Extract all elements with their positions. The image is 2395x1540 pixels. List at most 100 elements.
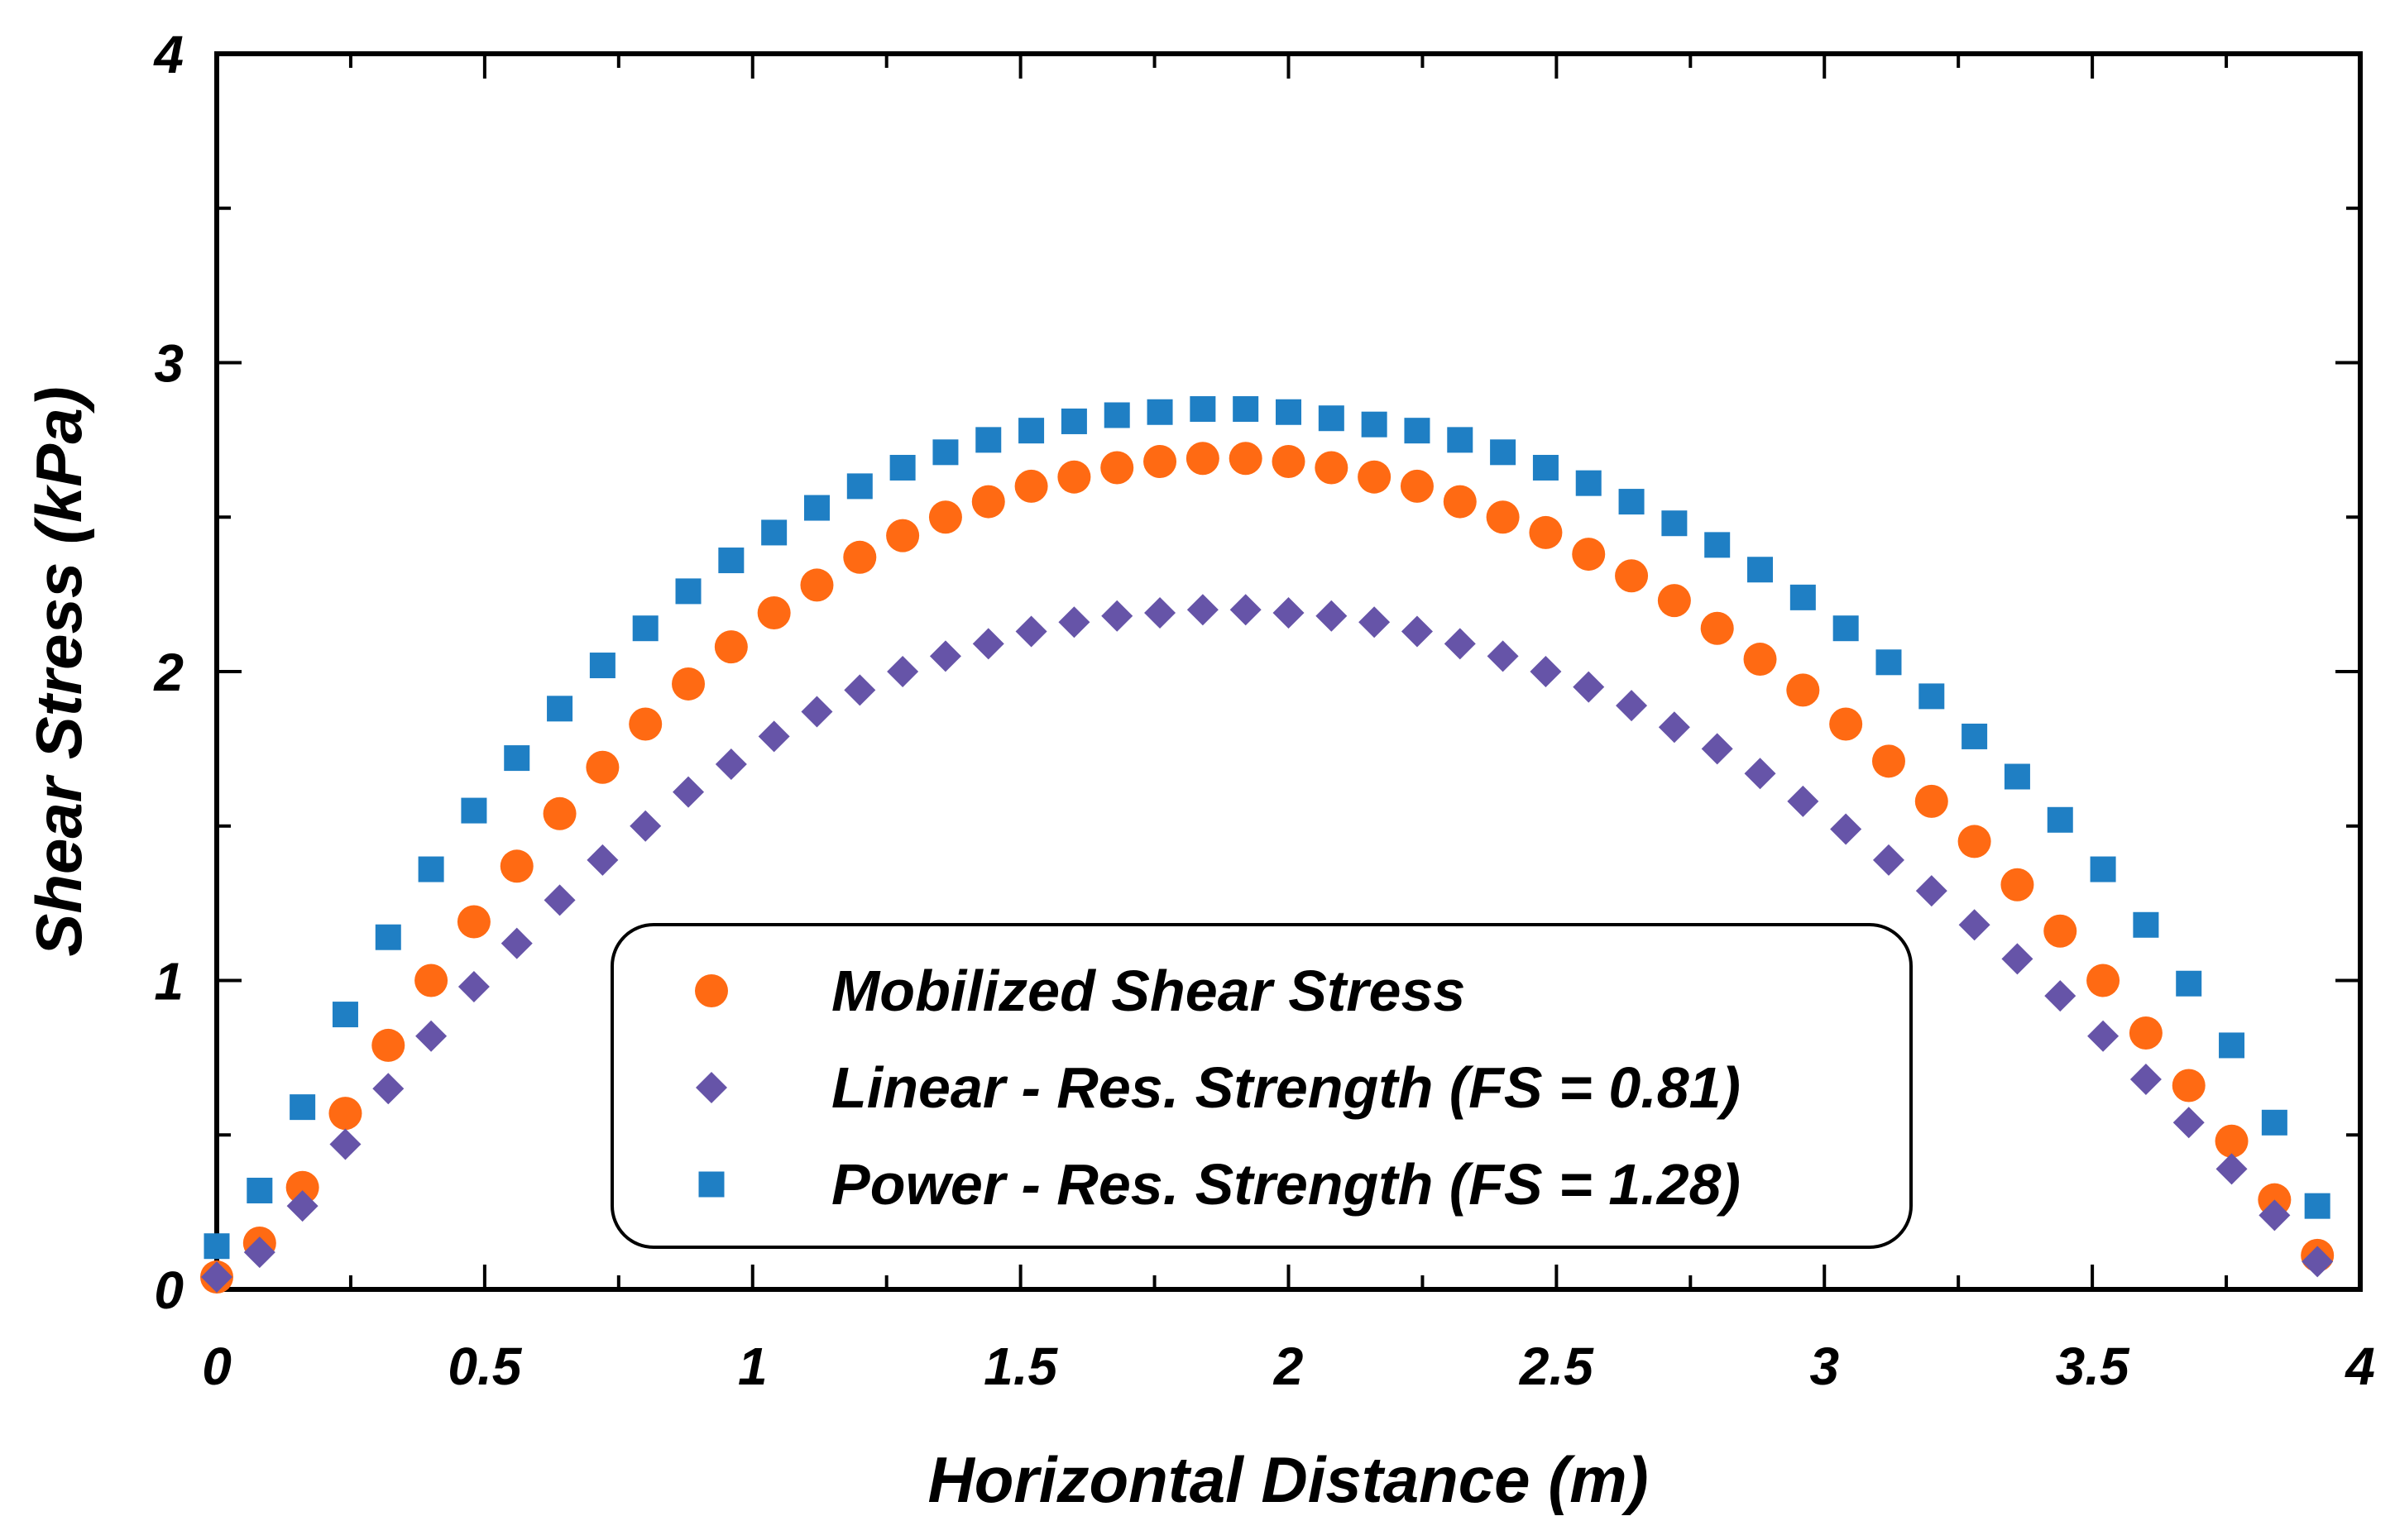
point-mobilized [500, 849, 534, 883]
point-mobilized [1957, 825, 1991, 858]
legend-markers [695, 974, 728, 1198]
point-power [375, 924, 401, 950]
point-mobilized [928, 500, 962, 534]
point-power [2176, 970, 2202, 997]
y-tick-label: 1 [154, 952, 184, 1012]
point-power [761, 519, 788, 546]
point-power [1918, 683, 1945, 710]
legend-marker-linear [696, 1072, 727, 1103]
point-linear [1744, 758, 1776, 790]
point-linear [1701, 733, 1733, 765]
point-linear [329, 1128, 362, 1160]
point-power [2261, 1109, 2287, 1136]
point-power [1233, 396, 1259, 423]
point-power [247, 1177, 273, 1203]
point-linear [715, 748, 747, 781]
x-axis-label: Horizontal Distance (m) [927, 1443, 1648, 1516]
point-mobilized [1057, 460, 1091, 494]
point-mobilized [629, 707, 663, 741]
point-linear [1787, 785, 1819, 817]
point-mobilized [2086, 964, 2120, 997]
point-power [1018, 418, 1045, 444]
point-power [1061, 408, 1087, 434]
point-mobilized [1400, 469, 1434, 503]
point-power [1875, 649, 1902, 676]
point-linear [243, 1236, 275, 1269]
point-linear [1058, 606, 1090, 638]
x-tick-label: 1.5 [984, 1337, 1058, 1396]
point-power [204, 1233, 230, 1260]
point-mobilized [1315, 451, 1348, 485]
point-linear [887, 656, 919, 687]
point-mobilized [886, 519, 920, 552]
point-mobilized [1871, 744, 1905, 778]
point-power [290, 1094, 316, 1121]
point-linear [201, 1261, 232, 1294]
point-linear [1958, 909, 1990, 941]
point-linear [1830, 813, 1862, 845]
legend-box [611, 923, 1913, 1249]
point-mobilized [543, 796, 577, 830]
point-power [889, 454, 916, 481]
point-power [332, 1002, 358, 1028]
point-power [846, 473, 873, 500]
point-mobilized [1143, 445, 1177, 479]
point-power [1832, 615, 1859, 642]
point-mobilized [1572, 538, 1606, 572]
point-linear [2044, 980, 2076, 1012]
point-power [1104, 402, 1130, 428]
point-linear [286, 1190, 319, 1222]
point-linear [630, 810, 662, 842]
point-linear [1358, 606, 1391, 638]
point-linear [1444, 628, 1476, 660]
point-linear [1144, 597, 1176, 629]
point-power [932, 439, 959, 466]
point-linear [2001, 943, 2033, 975]
point-power [2219, 1032, 2245, 1059]
point-power [803, 495, 830, 521]
point-linear [501, 927, 533, 959]
point-mobilized [285, 1170, 319, 1204]
point-linear [1530, 656, 1562, 687]
y-axis-label: Shear Stress (kPa) [22, 386, 95, 956]
point-mobilized [457, 905, 491, 939]
point-mobilized [2172, 1069, 2206, 1102]
point-mobilized [1443, 485, 1477, 519]
point-mobilized [1229, 442, 1262, 476]
point-mobilized [328, 1097, 362, 1131]
point-mobilized [843, 540, 877, 574]
point-linear [544, 884, 576, 916]
point-power [2090, 856, 2116, 882]
x-tick-label: 0.5 [448, 1337, 522, 1396]
point-mobilized [1657, 584, 1691, 618]
point-linear [1272, 597, 1305, 629]
point-linear [1101, 600, 1133, 632]
legend-label-mobilized: Mobilized Shear Stress [831, 959, 1465, 1023]
point-mobilized [800, 568, 834, 602]
point-power [1190, 396, 1216, 423]
x-tick-label: 1 [738, 1337, 768, 1396]
y-tick-label: 0 [154, 1260, 184, 1320]
point-linear [929, 640, 961, 672]
point-power [1447, 427, 1473, 453]
point-power [504, 745, 530, 772]
point-mobilized [1486, 500, 1520, 534]
y-tick-label: 4 [152, 25, 184, 84]
x-tick-labels: 0 0.5 1 1.5 2 2.5 3 3.5 4 [202, 1337, 2375, 1396]
point-power [1318, 405, 1344, 432]
x-tick-label: 2.5 [1519, 1337, 1594, 1396]
point-power [1704, 532, 1731, 558]
point-linear [1229, 594, 1262, 626]
point-power [1789, 584, 1816, 610]
x-tick-label: 2 [1273, 1337, 1304, 1396]
point-mobilized [714, 630, 748, 664]
point-mobilized [414, 964, 448, 997]
point-power [1490, 439, 1516, 466]
point-linear [1401, 615, 1433, 648]
data-points [200, 396, 2335, 1294]
point-mobilized [1829, 707, 1863, 741]
point-linear [1872, 844, 1904, 876]
point-linear [587, 844, 619, 876]
point-mobilized [586, 750, 620, 784]
